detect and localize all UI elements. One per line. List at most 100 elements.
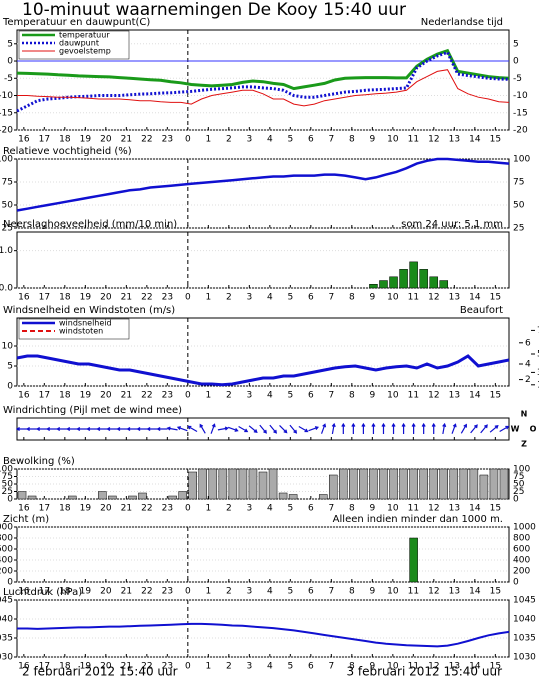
series-line (16, 50, 510, 113)
x-tick-label: 14 (469, 504, 481, 514)
x-tick-label: 16 (18, 391, 30, 401)
x-tick-label: 21 (121, 135, 132, 145)
y-tick-label: 1040 (0, 615, 13, 625)
wind-arrow (25, 426, 38, 432)
x-tick-label: 5 (287, 293, 293, 303)
panel-title: Neerslaghoeveelheid (mm/10 min) (3, 219, 177, 230)
wind-arrow (351, 422, 356, 434)
wind-arrow (431, 422, 436, 434)
x-tick-label: 16 (18, 135, 30, 145)
x-tick-label: 22 (141, 293, 152, 303)
bar (128, 495, 137, 500)
y-tick-label: 25 (2, 487, 13, 497)
wind-arrow (210, 423, 216, 434)
wind-arrow (96, 426, 108, 432)
x-tick-label: 1 (205, 504, 211, 514)
x-tick-label: 22 (141, 135, 152, 145)
x-tick-label: 12 (428, 587, 439, 597)
bar (67, 495, 77, 500)
x-tick-label: 20 (100, 293, 112, 303)
legend-label: windstoten (59, 327, 103, 336)
x-tick-label: 6 (308, 662, 314, 672)
x-tick-label: 11 (408, 504, 419, 514)
bar (369, 284, 378, 289)
y-tick-label: 400 (0, 556, 13, 566)
compass-label: N (521, 410, 528, 419)
wind-arrow (320, 423, 327, 434)
x-tick-label: 19 (80, 293, 92, 303)
bar (409, 468, 418, 500)
x-tick-label: 23 (162, 504, 173, 514)
compass-label: O (530, 425, 537, 434)
x-tick-label: 17 (39, 587, 50, 597)
x-tick-label: 11 (408, 293, 419, 303)
plot-frame (16, 599, 510, 658)
wind-arrow (279, 425, 288, 434)
x-tick-label: 12 (428, 662, 439, 672)
bar (329, 474, 338, 500)
y-tick-label-right: 0 (513, 578, 519, 588)
x-tick-label: 9 (369, 587, 375, 597)
y-tick-label: 5 (7, 39, 13, 49)
x-tick-label: 19 (80, 662, 92, 672)
panel-title: Relatieve vochtigheid (%) (3, 146, 132, 157)
bar (489, 468, 499, 500)
x-tick-label: 3 (246, 504, 252, 514)
wind-arrow (176, 426, 188, 432)
bar (439, 468, 449, 500)
legend-label: dauwpunt (59, 39, 99, 48)
legend-label: gevoelstemp (59, 47, 111, 56)
x-tick-label: 19 (80, 135, 92, 145)
bar (27, 495, 37, 500)
wind-arrow (489, 425, 499, 433)
bar (499, 468, 509, 500)
wind-arrow (259, 424, 267, 434)
bar (339, 468, 348, 500)
wind-arrow (391, 422, 396, 434)
bar (17, 491, 27, 500)
x-tick-label: 13 (449, 391, 460, 401)
x-tick-label: 18 (59, 504, 71, 514)
y-tick-label-right: 1040 (513, 615, 536, 625)
series-line (16, 48, 510, 91)
wind-arrow (35, 426, 48, 432)
wind-arrow (331, 422, 336, 435)
x-tick-label: 0 (185, 504, 191, 514)
x-tick-label: 20 (100, 135, 112, 145)
wind-arrow (136, 426, 148, 432)
y-tick-label: 50 (2, 480, 14, 490)
x-tick-label: 10 (387, 662, 399, 672)
y-tick-label: 600 (0, 545, 13, 555)
x-tick-label: 1 (205, 135, 211, 145)
x-tick-label: 19 (80, 587, 92, 597)
x-tick-label: 6 (308, 135, 314, 145)
compass-label: Z (521, 440, 527, 449)
panel-note: Alleen indien minder dan 1000 m. (333, 514, 503, 525)
x-tick-label: 9 (369, 135, 375, 145)
x-tick-label: 1 (205, 391, 211, 401)
y-tick-label-right: 25 (513, 487, 524, 497)
bar (359, 468, 368, 500)
bar (218, 468, 228, 500)
x-tick-label: 4 (267, 293, 273, 303)
x-tick-label: 13 (449, 662, 460, 672)
x-tick-label: 10 (387, 587, 399, 597)
bar (258, 471, 268, 500)
y-tick-label-right: 0 (513, 57, 519, 67)
bar (98, 491, 107, 500)
x-tick-label: 3 (246, 587, 252, 597)
x-tick-label: 13 (449, 135, 460, 145)
bar (349, 468, 358, 500)
wind-arrow (156, 426, 168, 432)
page-title: 10-minuut waarnemingen De Kooy 15:40 uur (22, 0, 406, 20)
legend-label: windsnelheid (59, 319, 112, 328)
y-tick-label-right: 100 (513, 465, 530, 475)
x-tick-label: 20 (100, 391, 112, 401)
bar (399, 269, 408, 289)
bar (429, 468, 438, 500)
x-tick-label: 0 (185, 135, 191, 145)
y-tick-label-right: 1030 (513, 653, 536, 663)
x-tick-label: 6 (308, 587, 314, 597)
x-tick-label: 21 (121, 504, 132, 514)
